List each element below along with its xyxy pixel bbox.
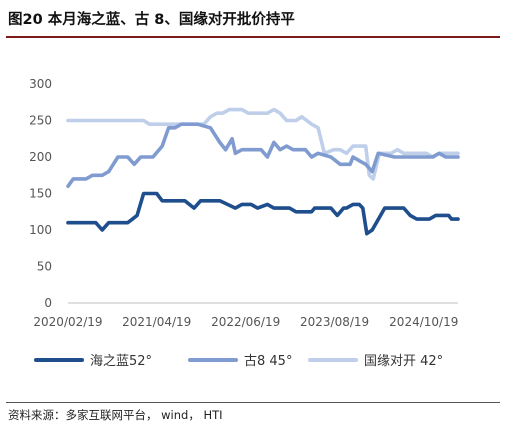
source-divider (6, 402, 500, 403)
source-note: 资料来源：多家互联网平台， wind， HTI (8, 408, 223, 422)
y-tick-label: 50 (37, 260, 52, 274)
y-tick-label: 300 (29, 77, 52, 91)
x-tick-label: 2023/08/19 (300, 315, 369, 329)
series-line-2 (66, 122, 460, 188)
x-tick-label: 2022/06/19 (211, 315, 280, 329)
x-tick-label: 2024/10/19 (389, 315, 458, 329)
figure-title: 图20 本月海之蓝、古 8、国缘对开批价持平 (8, 12, 295, 28)
x-tick-label: 2021/04/19 (122, 315, 191, 329)
title-underline (6, 36, 500, 38)
series-line-3 (66, 107, 460, 181)
series-line-1 (66, 191, 460, 236)
y-axis: 0 50 100 150 200 250 300 (29, 77, 52, 310)
y-tick-label: 0 (44, 296, 52, 310)
legend-label-3: 国缘对开 42° (364, 354, 443, 369)
series-layer (66, 107, 460, 236)
y-tick-label: 150 (29, 187, 52, 201)
y-tick-label: 250 (29, 114, 52, 128)
x-tick-label: 2020/02/19 (33, 315, 102, 329)
y-tick-label: 100 (29, 223, 52, 237)
x-axis: 2020/02/19 2021/04/19 2022/06/19 2023/08/19… (33, 302, 458, 329)
legend-label-2: 古8 45° (244, 354, 292, 369)
legend: 海之蓝52° 古8 45° 国缘对开 42° (34, 354, 443, 369)
y-tick-label: 200 (29, 150, 52, 164)
legend-label-1: 海之蓝52° (90, 354, 152, 369)
